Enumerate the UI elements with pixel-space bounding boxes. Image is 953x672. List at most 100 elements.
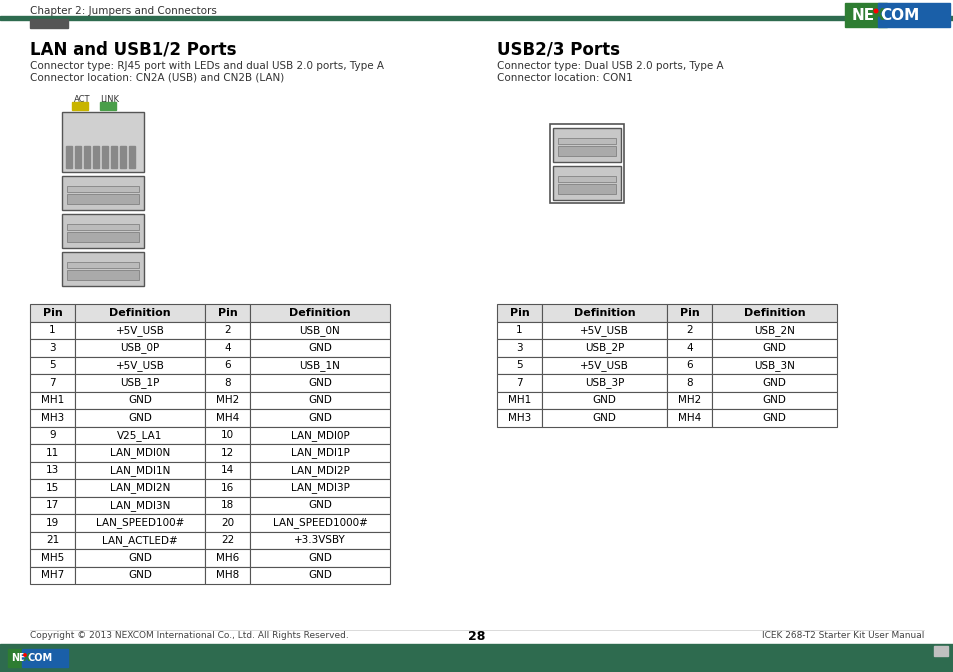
Bar bbox=[75, 409, 205, 427]
Text: LAN_MDI0N: LAN_MDI0N bbox=[110, 448, 170, 458]
Text: LAN_MDI1N: LAN_MDI1N bbox=[110, 465, 170, 476]
Bar bbox=[497, 339, 541, 357]
Bar bbox=[497, 357, 541, 374]
Bar bbox=[666, 339, 711, 357]
Bar bbox=[250, 357, 390, 374]
Text: ACT: ACT bbox=[73, 95, 91, 105]
Text: LAN_MDI3P: LAN_MDI3P bbox=[291, 482, 349, 493]
Text: MH3: MH3 bbox=[41, 413, 64, 423]
Text: 17: 17 bbox=[46, 500, 59, 510]
Text: MH7: MH7 bbox=[41, 571, 64, 580]
Text: 14: 14 bbox=[221, 465, 233, 475]
Text: V25_LA1: V25_LA1 bbox=[117, 430, 163, 441]
Bar bbox=[205, 304, 250, 321]
Text: 21: 21 bbox=[46, 536, 59, 545]
Text: MH1: MH1 bbox=[41, 395, 64, 405]
Text: MH2: MH2 bbox=[678, 395, 700, 405]
Text: COM: COM bbox=[28, 653, 53, 663]
Bar bbox=[75, 374, 205, 392]
Bar bbox=[30, 19, 68, 28]
Bar bbox=[67, 262, 139, 268]
Bar bbox=[497, 374, 541, 392]
Text: GND: GND bbox=[308, 378, 332, 388]
Bar bbox=[67, 194, 139, 204]
Bar bbox=[250, 532, 390, 549]
Bar bbox=[75, 427, 205, 444]
Text: USB_2P: USB_2P bbox=[584, 342, 623, 353]
Bar bbox=[30, 462, 75, 479]
Text: X: X bbox=[23, 653, 30, 663]
Text: Definition: Definition bbox=[289, 308, 351, 318]
Bar bbox=[933, 646, 947, 656]
Text: 2: 2 bbox=[685, 325, 692, 335]
Bar bbox=[250, 479, 390, 497]
Bar bbox=[250, 304, 390, 321]
Text: LAN_MDI2N: LAN_MDI2N bbox=[110, 482, 170, 493]
Bar bbox=[75, 339, 205, 357]
Text: GND: GND bbox=[761, 395, 785, 405]
Bar bbox=[497, 321, 541, 339]
Bar bbox=[666, 392, 711, 409]
Text: LAN_SPEED1000#: LAN_SPEED1000# bbox=[273, 517, 367, 528]
Text: USB_1N: USB_1N bbox=[299, 360, 340, 371]
Text: GND: GND bbox=[761, 343, 785, 353]
Bar bbox=[75, 566, 205, 584]
Bar bbox=[205, 514, 250, 532]
Circle shape bbox=[873, 9, 877, 13]
Bar bbox=[711, 409, 836, 427]
Bar bbox=[30, 497, 75, 514]
Bar bbox=[711, 374, 836, 392]
Text: COM: COM bbox=[879, 7, 919, 22]
Bar bbox=[62, 252, 144, 286]
Text: Copyright © 2013 NEXCOM International Co., Ltd. All Rights Reserved.: Copyright © 2013 NEXCOM International Co… bbox=[30, 632, 349, 640]
Text: GND: GND bbox=[308, 571, 332, 580]
Text: 4: 4 bbox=[685, 343, 692, 353]
Text: LAN_SPEED100#: LAN_SPEED100# bbox=[95, 517, 184, 528]
Text: +5V_USB: +5V_USB bbox=[579, 325, 628, 336]
Bar bbox=[75, 357, 205, 374]
Text: 11: 11 bbox=[46, 448, 59, 458]
Text: 1: 1 bbox=[50, 325, 56, 335]
Text: MH4: MH4 bbox=[215, 413, 239, 423]
Text: Connector type: Dual USB 2.0 ports, Type A: Connector type: Dual USB 2.0 ports, Type… bbox=[497, 61, 723, 71]
Text: USB_3P: USB_3P bbox=[584, 377, 623, 388]
Bar bbox=[558, 176, 616, 182]
Bar bbox=[541, 409, 666, 427]
Bar bbox=[553, 128, 620, 162]
Text: 10: 10 bbox=[221, 430, 233, 440]
Bar bbox=[541, 321, 666, 339]
Bar bbox=[30, 479, 75, 497]
Text: USB_2N: USB_2N bbox=[753, 325, 794, 336]
Bar bbox=[666, 321, 711, 339]
Bar bbox=[205, 462, 250, 479]
Text: Definition: Definition bbox=[109, 308, 171, 318]
Bar bbox=[250, 392, 390, 409]
Bar bbox=[250, 427, 390, 444]
Text: 7: 7 bbox=[50, 378, 56, 388]
Bar bbox=[205, 444, 250, 462]
Bar bbox=[30, 339, 75, 357]
Bar bbox=[666, 304, 711, 321]
Bar bbox=[711, 339, 836, 357]
Text: 15: 15 bbox=[46, 482, 59, 493]
Text: USB_0P: USB_0P bbox=[120, 342, 159, 353]
Bar bbox=[205, 566, 250, 584]
Bar bbox=[75, 146, 81, 168]
Bar bbox=[205, 392, 250, 409]
Text: GND: GND bbox=[308, 413, 332, 423]
Bar bbox=[75, 532, 205, 549]
Bar bbox=[558, 138, 616, 144]
Text: MH4: MH4 bbox=[678, 413, 700, 423]
Text: 5: 5 bbox=[50, 360, 56, 370]
Bar bbox=[30, 357, 75, 374]
Bar bbox=[711, 392, 836, 409]
Text: 7: 7 bbox=[516, 378, 522, 388]
Bar bbox=[111, 146, 117, 168]
Text: GND: GND bbox=[761, 378, 785, 388]
Text: X: X bbox=[872, 7, 883, 22]
Text: LAN_MDI2P: LAN_MDI2P bbox=[291, 465, 349, 476]
Text: 22: 22 bbox=[221, 536, 233, 545]
Text: MH2: MH2 bbox=[215, 395, 239, 405]
Bar bbox=[711, 304, 836, 321]
Text: 8: 8 bbox=[685, 378, 692, 388]
